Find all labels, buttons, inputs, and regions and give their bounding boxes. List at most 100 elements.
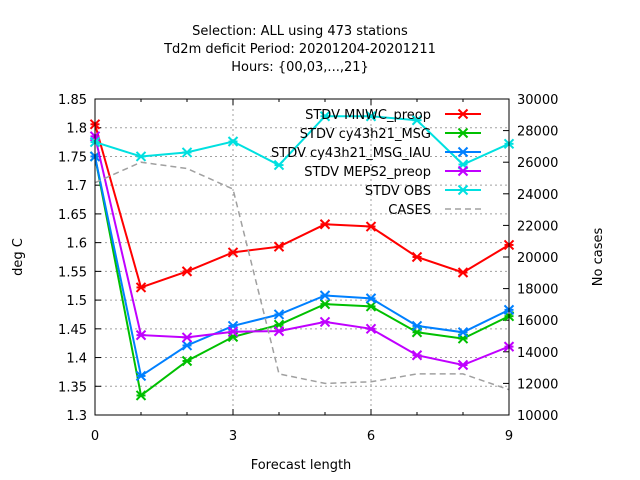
y-tick-label: 1.75 (58, 150, 87, 165)
legend-item: CASES (388, 203, 481, 218)
data-point (273, 159, 285, 171)
y-tick-label: 1.65 (58, 208, 87, 223)
y2-axis-label: No cases (591, 228, 606, 287)
y2-tick-label: 28000 (517, 125, 558, 140)
data-point (273, 325, 285, 337)
data-point (135, 282, 147, 293)
x-tick-label: 0 (91, 429, 99, 444)
data-point (365, 111, 377, 122)
series-line (94, 124, 510, 289)
y2-tick-label: 18000 (517, 283, 558, 298)
legend-label: STDV OBS (365, 184, 431, 199)
data-point (135, 329, 147, 341)
data-point (181, 332, 193, 343)
data-point (135, 390, 147, 401)
legend-label: STDV cy43h21_MSG_IAU (271, 146, 431, 161)
y-tick-label: 1.4 (66, 352, 87, 367)
data-point (411, 320, 423, 332)
series-line (94, 156, 510, 378)
y-tick-label: 1.3 (66, 409, 87, 424)
data-point (227, 326, 239, 337)
x-tick-label: 3 (229, 429, 237, 444)
series-line (94, 136, 510, 367)
data-point (457, 184, 469, 196)
data-point (365, 221, 377, 232)
x-axis-label: Forecast length (251, 458, 352, 473)
data-point (181, 147, 193, 158)
series-line (94, 115, 510, 167)
data-point (365, 293, 377, 304)
plot-frame (94, 98, 510, 416)
data-point (411, 350, 423, 361)
data-point (227, 247, 239, 258)
data-point (273, 241, 285, 252)
legend-item: STDV OBS (365, 184, 481, 199)
y2-tick-label: 20000 (517, 251, 558, 266)
data-point (319, 290, 331, 301)
series-2 (89, 151, 515, 382)
y2-tick-label: 14000 (517, 346, 558, 361)
legend-item: STDV MEPS2_preop (304, 165, 481, 180)
y-axis-label: deg C (11, 238, 26, 276)
data-point (273, 309, 285, 320)
y-tick-label: 1.5 (66, 294, 87, 309)
series-5 (94, 161, 510, 391)
y-tick-label: 1.85 (58, 93, 87, 108)
y-tick-label: 1.8 (66, 122, 87, 137)
data-point (457, 127, 469, 139)
legend-item: STDV cy43h21_MSG_IAU (271, 146, 481, 161)
data-point (319, 298, 331, 310)
data-point (181, 266, 193, 277)
data-point (181, 355, 193, 367)
data-point (319, 219, 331, 230)
legend: STDV MNWC_preop STDV cy43h21_MSG STDV cy43… (271, 108, 481, 218)
data-point (319, 111, 331, 122)
data-point (411, 251, 423, 263)
data-point (181, 340, 193, 351)
data-point (457, 108, 469, 120)
legend-label: STDV cy43h21_MSG (300, 127, 431, 142)
series-line (94, 161, 510, 391)
title-line-1: Selection: ALL using 473 stations (192, 24, 408, 39)
series-group (89, 111, 515, 401)
y2-tick-label: 22000 (517, 219, 558, 234)
data-point (457, 327, 469, 338)
data-point (227, 136, 239, 147)
data-point (319, 316, 331, 328)
data-point (365, 301, 377, 312)
y2-tick-label: 24000 (517, 188, 558, 203)
y-tick-label: 1.55 (58, 265, 87, 280)
legend-item: STDV cy43h21_MSG (300, 127, 481, 142)
data-point (457, 359, 469, 371)
x-tick-label: 9 (505, 429, 513, 444)
legend-label: STDV MEPS2_preop (304, 165, 431, 180)
data-point (457, 267, 469, 278)
data-point (457, 146, 469, 158)
y-tick-label: 1.45 (58, 323, 87, 338)
series-line (94, 156, 510, 398)
chart-title: Selection: ALL using 473 stations Td2m d… (163, 24, 436, 75)
y2-tick-label: 16000 (517, 314, 558, 329)
data-point (457, 165, 469, 177)
data-point (135, 151, 147, 162)
legend-label: STDV MNWC_preop (305, 108, 431, 123)
series-3 (89, 131, 515, 371)
title-line-3: Hours: {00,03,...,21} (231, 60, 369, 75)
y-tick-label: 1.35 (58, 380, 87, 395)
title-line-2: Td2m deficit Period: 20201204-20201211 (163, 42, 436, 57)
y-tick-label: 1.6 (66, 237, 87, 252)
data-point (365, 323, 377, 335)
grid (95, 99, 509, 415)
y-tick-label: 1.7 (66, 179, 87, 194)
data-point (411, 115, 423, 126)
y2-tick-label: 26000 (517, 156, 558, 171)
y2-tick-label: 12000 (517, 377, 558, 392)
axes: 0 3 6 9 1.3 1.35 1.4 1.45 1.5 1.55 1.6 1.65 1.7 1.75 1… (58, 93, 558, 444)
legend-label: CASES (388, 203, 431, 218)
y2-tick-label: 10000 (517, 409, 558, 424)
legend-item: STDV MNWC_preop (305, 108, 481, 123)
data-point (135, 370, 147, 382)
x-tick-label: 6 (367, 429, 375, 444)
y2-tick-label: 30000 (517, 93, 558, 108)
